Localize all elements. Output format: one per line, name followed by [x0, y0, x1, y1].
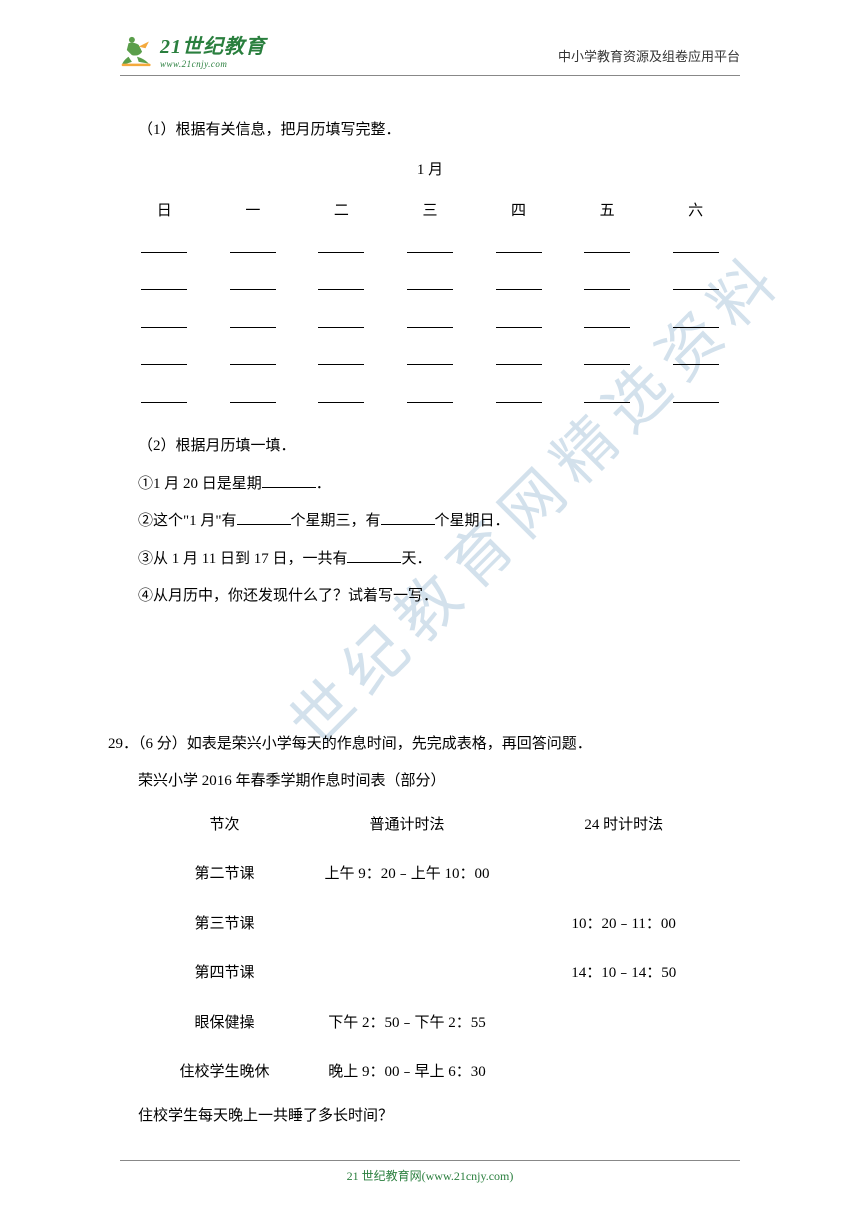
logo-icon [120, 33, 154, 67]
table-cell: 第四节课 [156, 949, 293, 999]
calendar-row [120, 381, 740, 419]
calendar-table: 日 一 二 三 四 五 六 [120, 193, 740, 418]
table-cell: 上午 9：20﹣上午 10：00 [293, 850, 521, 900]
table-cell[interactable] [521, 999, 726, 1049]
calendar-row [120, 343, 740, 381]
table-row: 节次 普通计时法 24 时计时法 [156, 801, 726, 851]
q2-sub3: ③从 1 月 11 日到 17 日，一共有天． [138, 541, 740, 579]
schedule-title: 荣兴小学 2016 年春季学期作息时间表（部分） [138, 763, 740, 801]
table-row: 第三节课 10：20﹣11：00 [156, 900, 726, 950]
table-row: 眼保健操 下午 2：50﹣下午 2：55 [156, 999, 726, 1049]
day-label: 六 [651, 193, 740, 231]
day-label: 五 [563, 193, 652, 231]
page-header: 21世纪教育 www.21cnjy.com 中小学教育资源及组卷应用平台 [120, 30, 740, 76]
schedule-table: 节次 普通计时法 24 时计时法 第二节课 上午 9：20﹣上午 10：00 第… [156, 801, 726, 1098]
q2-sub4: ④从月历中，你还发现什么了？试着写一写． [138, 578, 740, 616]
logo-text-url: www.21cnjy.com [160, 59, 266, 69]
day-label: 一 [209, 193, 298, 231]
table-cell: 第二节课 [156, 850, 293, 900]
main-content: （1）根据有关信息，把月历填写完整． 1 月 日 一 二 三 四 五 六 （2）… [120, 112, 740, 1135]
footer-text: 21 世纪教育网(www.21cnjy.com) [0, 1167, 860, 1184]
table-header: 节次 [156, 801, 293, 851]
day-label: 四 [474, 193, 563, 231]
page-content: 21世纪教育 www.21cnjy.com 中小学教育资源及组卷应用平台 （1）… [0, 0, 860, 1135]
calendar-row [120, 306, 740, 344]
table-cell: 10：20﹣11：00 [521, 900, 726, 950]
fill-blank[interactable] [237, 511, 291, 525]
q2-head: （2）根据月历填一填． [138, 428, 740, 466]
fill-blank[interactable] [347, 549, 401, 563]
table-cell: 14：10﹣14：50 [521, 949, 726, 999]
table-cell: 第三节课 [156, 900, 293, 950]
header-right-text: 中小学教育资源及组卷应用平台 [558, 46, 740, 69]
calendar-header-row: 日 一 二 三 四 五 六 [120, 193, 740, 231]
calendar-title: 1 月 [120, 152, 740, 190]
calendar-row [120, 268, 740, 306]
table-cell: 住校学生晚休 [156, 1048, 293, 1098]
q29-head: 29．（6 分）如表是荣兴小学每天的作息时间，先完成表格，再回答问题． [108, 726, 740, 764]
table-cell[interactable] [293, 900, 521, 950]
table-header: 24 时计时法 [521, 801, 726, 851]
calendar-row [120, 231, 740, 269]
q2-sub2: ②这个"1 月"有个星期三，有个星期日． [138, 503, 740, 541]
q1-line1: （1）根据有关信息，把月历填写完整． [138, 112, 740, 150]
day-label: 日 [120, 193, 209, 231]
table-cell[interactable] [521, 1048, 726, 1098]
table-cell[interactable] [521, 850, 726, 900]
table-cell: 晚上 9：00﹣早上 6：30 [293, 1048, 521, 1098]
fill-blank[interactable] [381, 511, 435, 525]
day-label: 二 [297, 193, 386, 231]
day-label: 三 [386, 193, 475, 231]
table-cell: 眼保健操 [156, 999, 293, 1049]
logo-text-cn: 21世纪教育 [160, 30, 266, 59]
page-footer: 21 世纪教育网(www.21cnjy.com) [0, 1160, 860, 1184]
q2-sub1: ①1 月 20 日是星期． [138, 466, 740, 504]
table-row: 第二节课 上午 9：20﹣上午 10：00 [156, 850, 726, 900]
table-header: 普通计时法 [293, 801, 521, 851]
q29-final: 住校学生每天晚上一共睡了多长时间？ [138, 1098, 740, 1136]
table-cell[interactable] [293, 949, 521, 999]
table-row: 第四节课 14：10﹣14：50 [156, 949, 726, 999]
table-row: 住校学生晚休 晚上 9：00﹣早上 6：30 [156, 1048, 726, 1098]
fill-blank[interactable] [262, 474, 316, 488]
logo-block: 21世纪教育 www.21cnjy.com [120, 30, 266, 69]
table-cell: 下午 2：50﹣下午 2：55 [293, 999, 521, 1049]
